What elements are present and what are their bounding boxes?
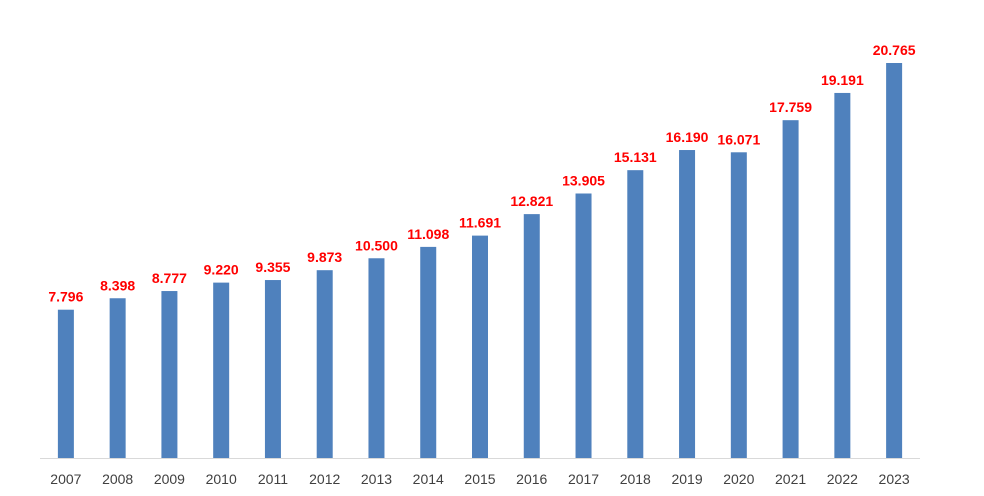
x-tick-labels-group: 2007 2008 2009 2010 2011 2012 2013 2014 2015 2016… bbox=[50, 471, 910, 487]
data-label-2018: 15.131 bbox=[614, 149, 657, 165]
bar-2007 bbox=[57, 309, 74, 458]
bar-2021 bbox=[782, 120, 799, 458]
x-tick-label-2016: 2016 bbox=[516, 471, 547, 487]
x-tick-label-2019: 2019 bbox=[671, 471, 702, 487]
x-tick-label-2009: 2009 bbox=[154, 471, 185, 487]
x-tick-label-2012: 2012 bbox=[309, 471, 340, 487]
data-label-2022: 19.191 bbox=[821, 72, 864, 88]
data-label-2012: 9.873 bbox=[307, 249, 342, 265]
data-label-2010: 9.220 bbox=[204, 262, 239, 278]
data-label-2019: 16.190 bbox=[666, 129, 709, 145]
bar-2022 bbox=[834, 92, 851, 459]
x-tick-label-2021: 2021 bbox=[775, 471, 806, 487]
bar-2018 bbox=[627, 170, 644, 459]
data-label-2011: 9.355 bbox=[255, 259, 290, 275]
bar-2016 bbox=[523, 214, 540, 458]
x-tick-label-2008: 2008 bbox=[102, 471, 133, 487]
x-tick-label-2018: 2018 bbox=[620, 471, 651, 487]
x-tick-label-2015: 2015 bbox=[464, 471, 495, 487]
data-label-2015: 11.691 bbox=[459, 215, 501, 231]
bar-2017 bbox=[575, 193, 592, 458]
data-label-2017: 13.905 bbox=[562, 172, 605, 188]
bar-2014 bbox=[420, 246, 437, 458]
bar-2011 bbox=[264, 280, 281, 458]
x-tick-label-2017: 2017 bbox=[568, 471, 599, 487]
x-tick-label-2022: 2022 bbox=[827, 471, 858, 487]
bar-2010 bbox=[213, 282, 230, 458]
data-label-2014: 11.098 bbox=[407, 226, 449, 242]
x-tick-label-2007: 2007 bbox=[50, 471, 81, 487]
data-label-2013: 10.500 bbox=[355, 237, 398, 253]
x-tick-label-2010: 2010 bbox=[206, 471, 237, 487]
bar-2019 bbox=[679, 150, 696, 459]
data-labels-group: 7.796 8.398 8.777 9.220 9.355 9.873 10.500 11.0… bbox=[48, 42, 915, 305]
bar-2009 bbox=[161, 291, 178, 458]
bar-2012 bbox=[316, 270, 333, 458]
x-tick-label-2014: 2014 bbox=[413, 471, 444, 487]
bar-2008 bbox=[109, 298, 126, 458]
bar-2023 bbox=[886, 63, 903, 459]
data-label-2008: 8.398 bbox=[100, 277, 135, 293]
data-label-2021: 17.759 bbox=[769, 99, 812, 115]
data-label-2020: 16.071 bbox=[717, 131, 760, 147]
x-tick-label-2020: 2020 bbox=[723, 471, 754, 487]
data-label-2016: 12.821 bbox=[510, 193, 553, 209]
bars-group bbox=[57, 63, 903, 459]
bar-2015 bbox=[472, 235, 488, 458]
x-tick-label-2013: 2013 bbox=[361, 471, 392, 487]
data-label-2023: 20.765 bbox=[873, 42, 916, 58]
bar-2013 bbox=[368, 258, 385, 458]
bar-2020 bbox=[730, 152, 747, 458]
x-tick-label-2011: 2011 bbox=[258, 471, 288, 487]
x-tick-label-2023: 2023 bbox=[879, 471, 910, 487]
data-label-2009: 8.777 bbox=[152, 270, 187, 286]
data-label-2007: 7.796 bbox=[48, 289, 83, 305]
